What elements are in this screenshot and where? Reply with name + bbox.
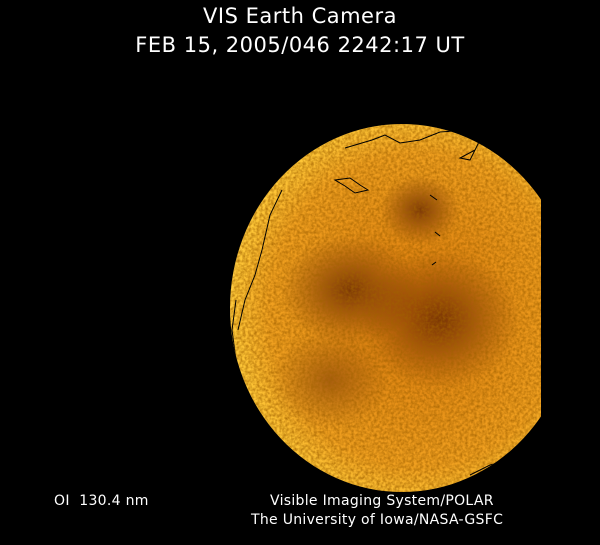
wavelength-label: OI 130.4 nm (54, 493, 149, 509)
image-timestamp: FEB 15, 2005/046 2242:17 UT (135, 33, 465, 57)
credit-line-2: The University of Iowa/NASA-GSFC (251, 512, 504, 528)
image-title: VIS Earth Camera (203, 4, 397, 28)
credit-line-1: Visible Imaging System/POLAR (270, 493, 494, 509)
